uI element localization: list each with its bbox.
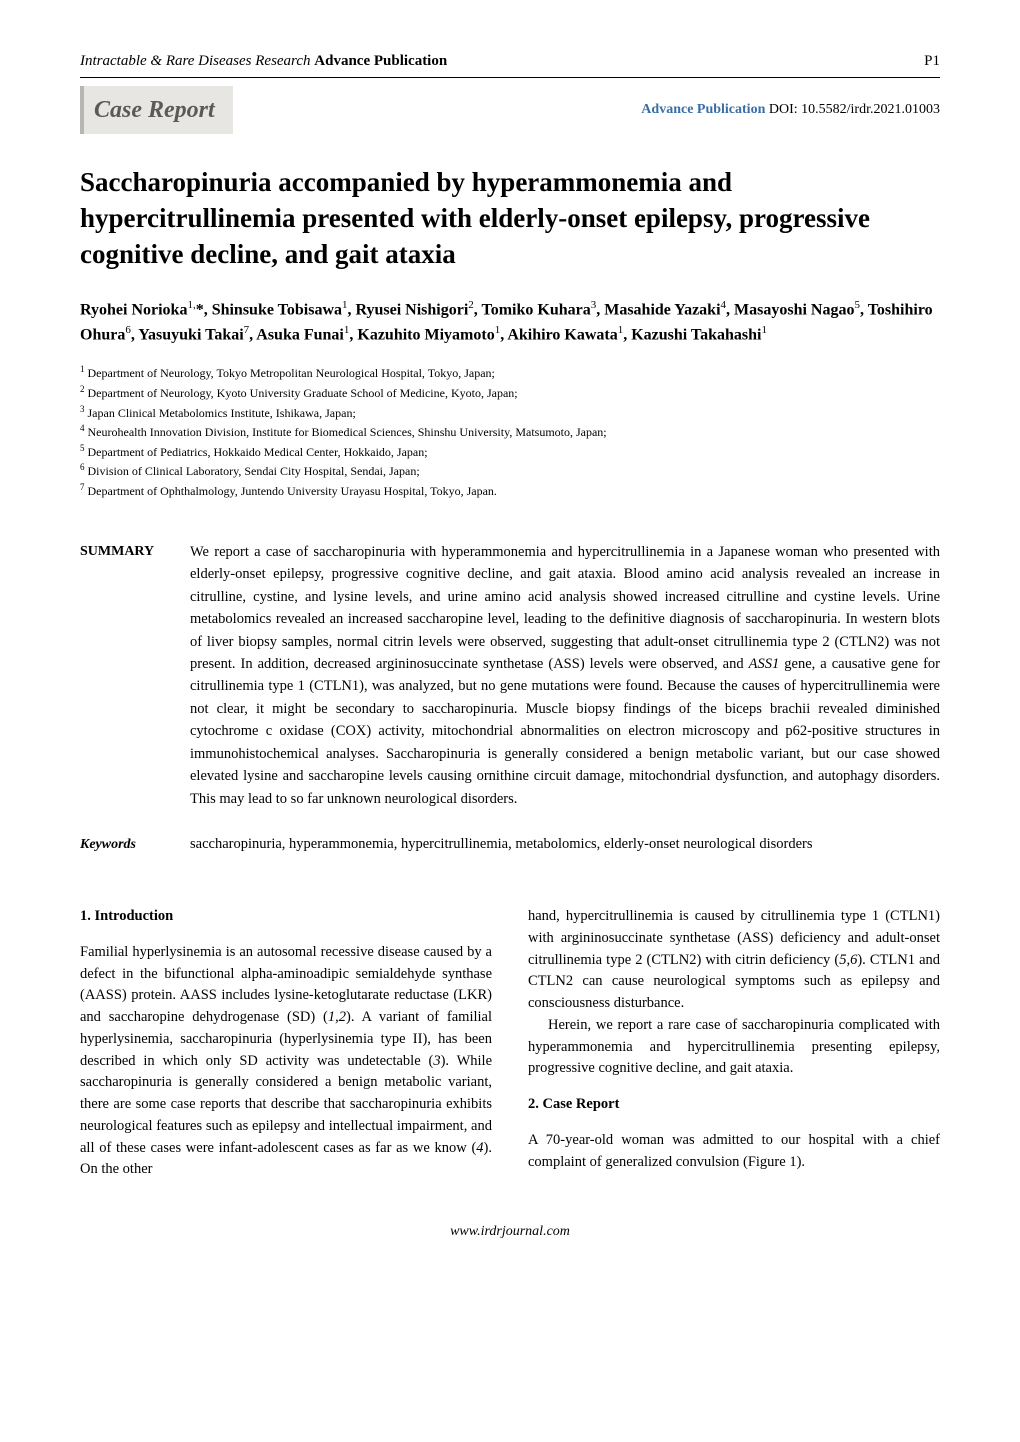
affiliations-list: 1 Department of Neurology, Tokyo Metropo… [80, 363, 940, 500]
right-para-1: hand, hypercitrullinemia is caused by ci… [528, 906, 940, 1015]
case-report-heading: 2. Case Report [528, 1094, 940, 1116]
keywords-text: saccharopinuria, hyperammonemia, hyperci… [190, 834, 813, 856]
intro-heading: 1. Introduction [80, 906, 492, 928]
body-columns: 1. Introduction Familial hyperlysinemia … [80, 906, 940, 1181]
doi-label: DOI: [769, 102, 798, 117]
journal-badge: Advance Publication [314, 53, 447, 69]
summary-text: We report a case of saccharopinuria with… [190, 541, 940, 811]
intro-para: Familial hyperlysinemia is an autosomal … [80, 942, 492, 1181]
keywords-block: Keywords saccharopinuria, hyperammonemia… [80, 834, 940, 856]
keywords-label: Keywords [80, 834, 190, 856]
case-report-header: Case Report Advance Publication DOI: 10.… [80, 86, 940, 134]
summary-label: SUMMARY [80, 541, 190, 811]
left-column: 1. Introduction Familial hyperlysinemia … [80, 906, 492, 1181]
summary-block: SUMMARY We report a case of saccharopinu… [80, 541, 940, 811]
journal-name: Intractable & Rare Diseases Research Adv… [80, 50, 447, 73]
journal-title-text: Intractable & Rare Diseases Research [80, 53, 311, 69]
article-title: Saccharopinuria accompanied by hyperammo… [80, 164, 940, 273]
doi-value: 10.5582/irdr.2021.01003 [801, 102, 940, 117]
publication-doi: Advance Publication DOI: 10.5582/irdr.20… [641, 99, 940, 120]
running-header: Intractable & Rare Diseases Research Adv… [80, 50, 940, 78]
case-report-para: A 70-year-old woman was admitted to our … [528, 1130, 940, 1174]
case-report-badge: Case Report [80, 86, 233, 134]
authors-list: Ryohei Norioka1,*, Shinsuke Tobisawa1, R… [80, 297, 940, 348]
page-number: P1 [924, 50, 940, 73]
right-para-2: Herein, we report a rare case of sacchar… [528, 1015, 940, 1080]
page-footer: www.irdrjournal.com [80, 1221, 940, 1242]
right-column: hand, hypercitrullinemia is caused by ci… [528, 906, 940, 1181]
advance-pub-label: Advance Publication [641, 102, 765, 117]
